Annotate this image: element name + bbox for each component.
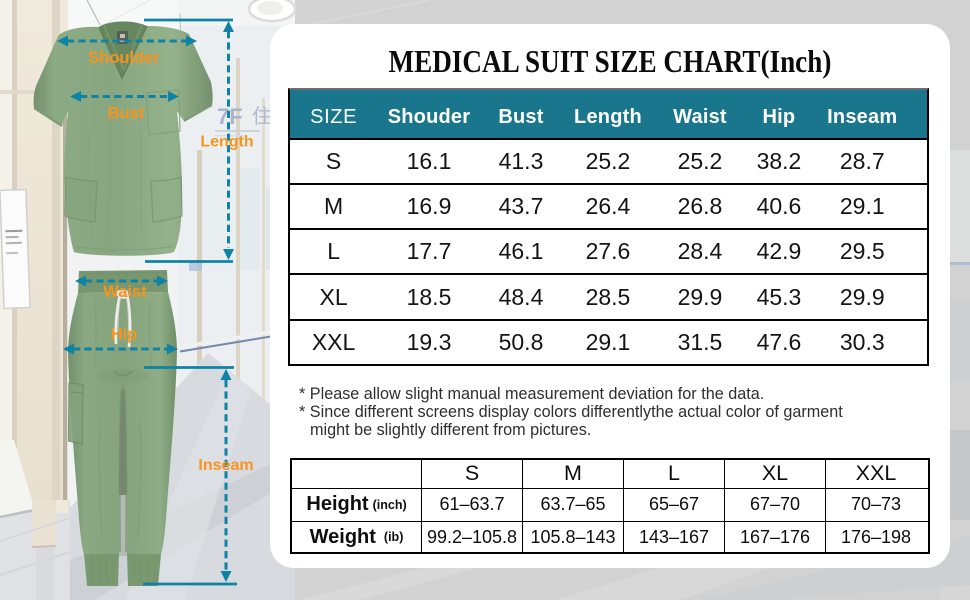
svg-text:住: 住 xyxy=(252,105,272,128)
svg-text:Length: Length xyxy=(200,134,253,151)
svg-text:Bust: Bust xyxy=(108,105,145,123)
svg-text:Inseam: Inseam xyxy=(198,457,253,474)
svg-text:Shoulder: Shoulder xyxy=(88,49,160,67)
svg-text:Hip: Hip xyxy=(111,326,138,344)
svg-text:Waist: Waist xyxy=(103,283,147,301)
